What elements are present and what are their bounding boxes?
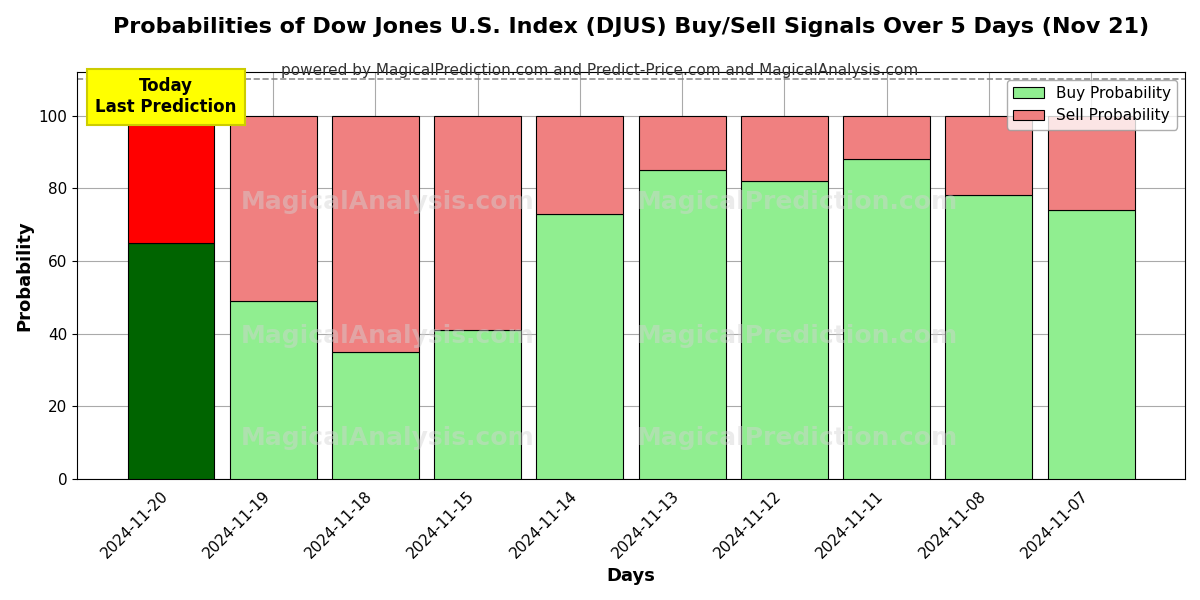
Text: Today
Last Prediction: Today Last Prediction: [95, 77, 236, 116]
X-axis label: Days: Days: [607, 567, 655, 585]
Title: Probabilities of Dow Jones U.S. Index (DJUS) Buy/Sell Signals Over 5 Days (Nov 2: Probabilities of Dow Jones U.S. Index (D…: [113, 17, 1150, 37]
Bar: [127, 243, 215, 479]
Bar: [229, 116, 317, 301]
Text: MagicalPrediction.com: MagicalPrediction.com: [637, 426, 958, 450]
Text: MagicalPrediction.com: MagicalPrediction.com: [637, 325, 958, 349]
Bar: [740, 181, 828, 479]
Bar: [434, 116, 521, 330]
Bar: [638, 116, 726, 170]
Text: powered by MagicalPrediction.com and Predict-Price.com and MagicalAnalysis.com: powered by MagicalPrediction.com and Pre…: [281, 63, 919, 78]
Bar: [844, 159, 930, 479]
Legend: Buy Probability, Sell Probability: Buy Probability, Sell Probability: [1007, 80, 1177, 130]
Text: MagicalPrediction.com: MagicalPrediction.com: [637, 190, 958, 214]
Bar: [434, 330, 521, 479]
Bar: [946, 116, 1032, 196]
Bar: [946, 196, 1032, 479]
Bar: [740, 116, 828, 181]
Bar: [638, 170, 726, 479]
Bar: [229, 301, 317, 479]
Text: MagicalAnalysis.com: MagicalAnalysis.com: [240, 190, 534, 214]
Bar: [1048, 210, 1135, 479]
Bar: [127, 116, 215, 243]
Bar: [332, 116, 419, 352]
Bar: [536, 116, 624, 214]
Bar: [844, 116, 930, 159]
Y-axis label: Probability: Probability: [14, 220, 32, 331]
Bar: [536, 214, 624, 479]
Bar: [332, 352, 419, 479]
Text: MagicalAnalysis.com: MagicalAnalysis.com: [240, 426, 534, 450]
Text: MagicalAnalysis.com: MagicalAnalysis.com: [240, 325, 534, 349]
Bar: [1048, 116, 1135, 210]
